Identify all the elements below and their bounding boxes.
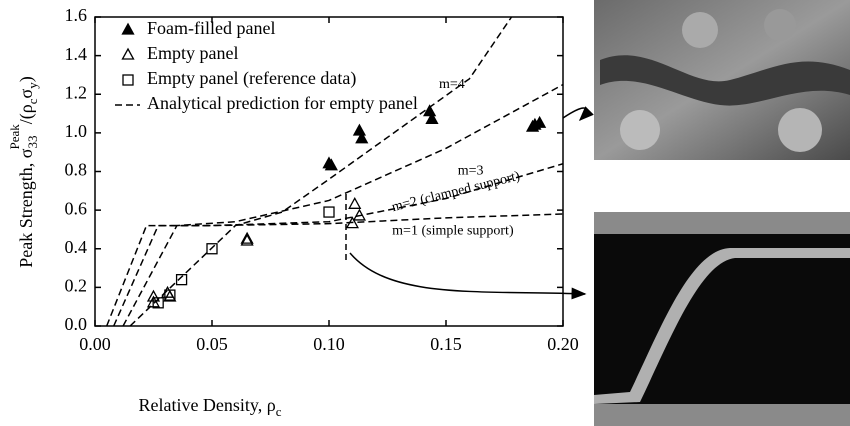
analytical-curve [122,83,564,327]
x-tick-label: 0.10 [313,334,345,354]
y-label-sub: c [25,98,40,104]
photo-foam [594,0,850,160]
x-tick-label: 0.00 [79,334,111,354]
y-tick-label: 0.2 [65,276,88,296]
curve-label: m=3 [458,164,484,179]
arrow [562,106,594,122]
y-tick-label: 0.0 [65,314,88,334]
legend-marker [121,22,135,35]
y-tick-label: 0.4 [65,237,88,257]
plot-frame [94,16,564,327]
data-point [164,289,176,301]
y-tick-label: 1.6 [65,5,88,25]
y-tick-label: 1.0 [65,121,88,141]
legend-label: Empty panel [147,43,238,63]
data-point [323,206,335,218]
y-label-sub: 33 [25,136,40,149]
x-label-text: Relative Density, ρ [138,395,275,415]
y-tick-label: 0.8 [65,160,88,180]
data-point [240,231,254,244]
analytical-curve [129,16,513,327]
analytical-curve [106,213,564,327]
x-label-sub: c [276,404,282,419]
legend-label: Analytical prediction for empty panel [147,93,418,113]
y-label-text: Peak Strength, σ [16,148,36,267]
legend-marker [122,74,134,86]
data-point [240,233,254,246]
curve-label: m=1 (simple support) [392,224,514,239]
data-point [152,297,164,309]
y-label-text: σ [16,88,36,98]
data-point [352,208,367,221]
data-point [324,158,338,171]
x-tick-label: 0.15 [430,334,462,354]
x-tick-label: 0.20 [547,334,579,354]
data-point [175,273,188,286]
arrow [349,252,587,300]
data-point [206,243,218,255]
y-axis-label: Peak Strength, σ33Peak/(ρcσy) [7,76,40,267]
data-point [352,123,367,136]
curve-label: m=4 [439,77,465,92]
photo-empty [594,212,850,426]
legend-label: Empty panel (reference data) [147,68,356,89]
analytical-curve [113,163,564,327]
legend-marker [121,47,135,60]
y-label-text: ) [16,76,37,82]
data-point [425,112,439,125]
x-axis-label: Relative Density, ρc [138,395,281,419]
data-point [163,289,177,302]
y-label-sub: y [25,82,40,89]
y-tick-label: 1.2 [65,82,88,102]
y-tick-label: 1.4 [65,44,88,64]
data-point [533,115,547,128]
y-label-sup: Peak [7,124,22,150]
y-label-text: /(ρ [16,104,37,124]
legend-label: Foam-filled panel [147,18,275,38]
x-tick-label: 0.05 [196,334,228,354]
data-point [355,131,369,144]
y-tick-label: 0.6 [65,198,88,218]
curve-label: m=2 (clamped support) [390,169,522,215]
data-point [348,196,362,209]
